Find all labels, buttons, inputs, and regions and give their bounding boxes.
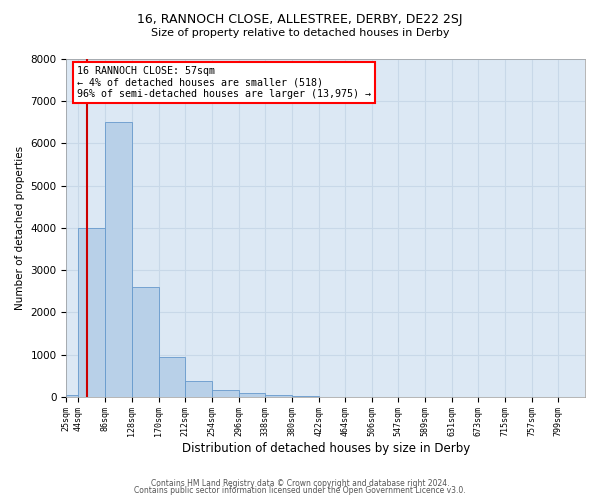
Bar bbox=[212, 390, 239, 396]
Bar bbox=[67, 394, 79, 396]
Text: 16, RANNOCH CLOSE, ALLESTREE, DERBY, DE22 2SJ: 16, RANNOCH CLOSE, ALLESTREE, DERBY, DE2… bbox=[137, 12, 463, 26]
Bar bbox=[265, 394, 292, 396]
Bar bbox=[239, 392, 265, 396]
Bar bbox=[185, 380, 212, 396]
Text: Contains public sector information licensed under the Open Government Licence v3: Contains public sector information licen… bbox=[134, 486, 466, 495]
Bar bbox=[105, 122, 132, 396]
X-axis label: Distribution of detached houses by size in Derby: Distribution of detached houses by size … bbox=[182, 442, 470, 455]
Text: Size of property relative to detached houses in Derby: Size of property relative to detached ho… bbox=[151, 28, 449, 38]
Bar bbox=[79, 228, 105, 396]
Text: 16 RANNOCH CLOSE: 57sqm
← 4% of detached houses are smaller (518)
96% of semi-de: 16 RANNOCH CLOSE: 57sqm ← 4% of detached… bbox=[77, 66, 371, 99]
Bar bbox=[158, 356, 185, 397]
Bar bbox=[132, 287, 158, 397]
Y-axis label: Number of detached properties: Number of detached properties bbox=[15, 146, 25, 310]
Text: Contains HM Land Registry data © Crown copyright and database right 2024.: Contains HM Land Registry data © Crown c… bbox=[151, 478, 449, 488]
